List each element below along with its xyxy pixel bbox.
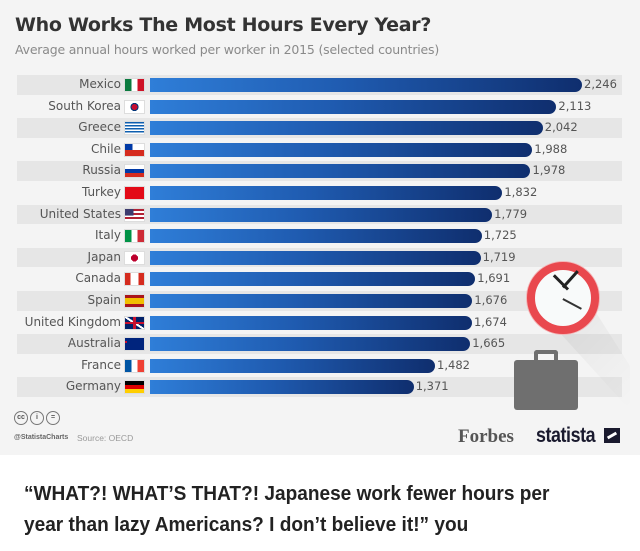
bar [150,207,493,222]
bar [150,185,503,200]
country-label: Australia [67,336,121,351]
country-label: United Kingdom [24,314,121,329]
united-states-flag-icon [124,207,145,222]
greece-flag-icon [124,121,145,136]
clock-icon [527,262,599,334]
australia-flag-icon [124,337,145,352]
italy-flag-icon [124,229,145,244]
value-label: 1,978 [532,163,566,178]
mexico-flag-icon [124,78,145,92]
value-label: 1,676 [474,292,508,307]
bar [150,229,482,244]
spain-flag-icon [124,293,145,308]
bar-row: South Korea 2,113 [0,96,640,118]
value-label: 1,665 [472,336,506,351]
bar-row: Turkey 1,832 [0,182,640,204]
bar [150,99,557,114]
clock-second-hand [562,298,582,310]
bar [150,272,476,287]
country-label: Mexico [79,77,121,91]
bar [150,358,436,373]
south-korea-flag-icon [124,99,145,114]
statista-logo: statista [536,424,596,447]
country-label: Chile [90,141,121,156]
infographic-card: Who Works The Most Hours Every Year? Ave… [0,0,640,455]
bar-row: Australia 1,665 [0,333,640,355]
country-label: Turkey [81,184,121,199]
cc-icon: cc [14,411,28,425]
united-kingdom-flag-icon [124,315,145,330]
forbes-logo: Forbes [458,426,514,447]
country-label: Germany [65,379,121,394]
bar-row: France 1,482 [0,355,640,377]
value-label: 1,988 [534,141,568,156]
statista-logo-icon [604,428,620,443]
briefcase-handle [534,350,558,362]
bar-row: Germany 1,371 [0,376,640,398]
value-label: 1,482 [437,357,470,372]
country-label: Italy [94,228,121,243]
germany-flag-icon [124,380,145,395]
value-label: 1,691 [477,271,511,286]
value-label: 1,674 [473,314,507,329]
source-text: Source: OECD [77,433,134,443]
country-label: Canada [75,271,121,286]
bar-row: Canada 1,691 [0,268,640,290]
creative-commons-icons: cc i = [14,411,60,425]
value-label: 1,371 [415,379,449,394]
clock-minute-hand [561,270,579,289]
bar-row: United Kingdom 1,674 [0,312,640,334]
value-label: 1,719 [482,249,516,264]
attribution-icon: i [30,411,44,425]
bar [150,78,582,92]
bar [150,293,473,308]
chart-title: Who Works The Most Hours Every Year? [15,14,432,36]
bar-row: Greece 2,042 [0,117,640,139]
bar [150,142,533,157]
value-label: 1,779 [494,206,528,221]
bar [150,315,472,330]
value-label: 1,725 [483,228,517,243]
value-label: 1,832 [504,184,538,199]
value-label: 2,113 [558,98,592,113]
chart-subtitle: Average annual hours worked per worker i… [15,42,440,57]
country-label: Greece [78,120,121,135]
meme-caption: “WHAT?! WHAT’S THAT?! Japanese work fewe… [24,482,550,536]
country-label: Japan [87,249,121,264]
bar-row: Chile 1,988 [0,139,640,161]
country-label: South Korea [48,98,121,113]
value-label: 2,246 [584,77,617,91]
bar-rows: Mexico 2,246 South Korea 2,113 Greece 2,042 Ch… [0,74,640,398]
country-label: Spain [87,292,121,307]
country-label: Russia [82,163,121,178]
bar-row: Japan 1,719 [0,247,640,269]
briefcase-icon [514,360,578,410]
bar-row: United States 1,779 [0,204,640,226]
statista-handle: @StatistaCharts [14,434,69,441]
bar-row: Russia 1,978 [0,160,640,182]
turkey-flag-icon [124,185,145,200]
bar [150,121,543,136]
bar [150,337,471,352]
country-label: France [81,357,121,372]
chile-flag-icon [124,142,145,157]
bar-row: Spain 1,676 [0,290,640,312]
bar-row: Italy 1,725 [0,225,640,247]
canada-flag-icon [124,272,145,287]
russia-flag-icon [124,164,145,179]
bar [150,250,481,265]
value-label: 2,042 [544,120,578,135]
france-flag-icon [124,358,145,373]
bar [150,164,531,179]
country-label: United States [39,206,121,221]
no-derivatives-icon: = [46,411,60,425]
bar-row: Mexico 2,246 [0,74,640,96]
bar [150,380,414,395]
japan-flag-icon [124,250,145,265]
